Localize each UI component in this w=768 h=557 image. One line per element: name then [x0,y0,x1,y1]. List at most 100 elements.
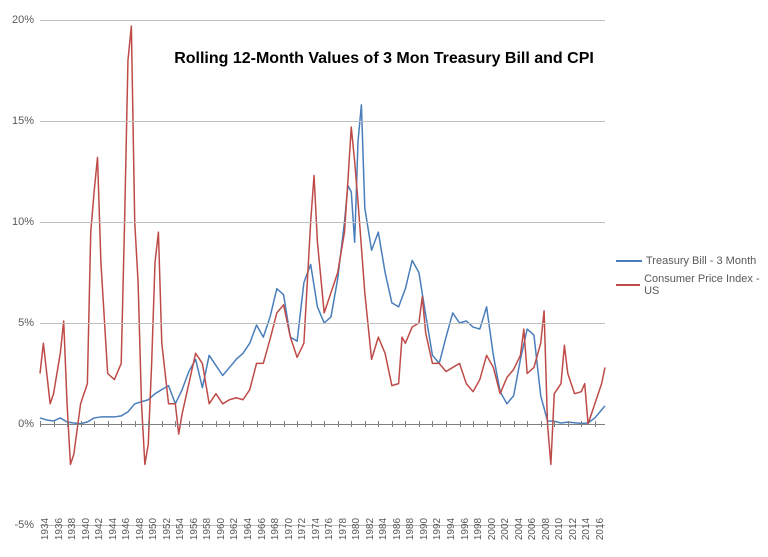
x-tick [67,421,68,427]
x-tick [229,421,230,427]
x-tick [392,421,393,427]
x-tick [108,421,109,427]
x-tick-label: 1936 [54,518,65,540]
x-tick [568,421,569,427]
y-tick-label: 15% [12,115,34,127]
x-tick [446,421,447,427]
x-tick [473,421,474,427]
x-tick-label: 2004 [514,518,525,540]
x-tick [514,421,515,427]
legend-item: Treasury Bill - 3 Month [616,255,768,267]
x-tick [432,421,433,427]
x-tick [81,421,82,427]
x-tick-label: 1950 [148,518,159,540]
x-tick-label: 1998 [473,518,484,540]
legend: Treasury Bill - 3 Month Consumer Price In… [616,255,768,297]
x-tick [365,421,366,427]
x-tick-label: 1958 [202,518,213,540]
x-tick-label: 1976 [324,518,335,540]
x-tick-label: 1960 [216,518,227,540]
x-tick [311,421,312,427]
x-tick-label: 1938 [67,518,78,540]
x-tick-label: 1994 [446,518,457,540]
x-tick [189,421,190,427]
x-tick-label: 2000 [487,518,498,540]
chart-container: Rolling 12-Month Values of 3 Mon Treasur… [0,0,768,557]
gridline [40,20,605,21]
x-tick-label: 1990 [419,518,430,540]
x-tick-label: 1944 [108,518,119,540]
gridline [40,222,605,223]
x-tick-label: 1966 [257,518,268,540]
x-tick [175,421,176,427]
x-tick-label: 2014 [581,518,592,540]
legend-label: Treasury Bill - 3 Month [646,255,756,267]
gridline [40,424,605,425]
x-tick [527,421,528,427]
x-tick [405,421,406,427]
y-tick-label: 10% [12,216,34,228]
x-tick-label: 2010 [554,518,565,540]
x-tick-label: 1988 [405,518,416,540]
x-tick-label: 1948 [135,518,146,540]
y-tick-label: 0% [18,418,34,430]
gridline [40,323,605,324]
x-tick [40,421,41,427]
y-tick-label: 5% [18,317,34,329]
y-tick-label: -5% [14,519,34,531]
x-tick-label: 2008 [541,518,552,540]
x-tick [216,421,217,427]
x-tick-label: 1974 [311,518,322,540]
x-tick [148,421,149,427]
x-tick-label: 1954 [175,518,186,540]
x-tick [581,421,582,427]
x-tick-label: 2006 [527,518,538,540]
x-tick [324,421,325,427]
x-tick-label: 1946 [121,518,132,540]
x-tick [121,421,122,427]
x-tick-label: 1982 [365,518,376,540]
x-tick [270,421,271,427]
x-tick [135,421,136,427]
x-tick-label: 1986 [392,518,403,540]
x-tick [378,421,379,427]
legend-item: Consumer Price Index - US [616,273,768,297]
legend-swatch [616,284,640,286]
y-tick-label: 20% [12,14,34,26]
x-tick-label: 1964 [243,518,254,540]
x-tick [460,421,461,427]
x-tick [297,421,298,427]
x-tick-label: 2012 [568,518,579,540]
x-tick [243,421,244,427]
x-tick-label: 1970 [284,518,295,540]
x-tick [554,421,555,427]
x-tick [284,421,285,427]
x-tick-label: 1962 [229,518,240,540]
x-tick-label: 1992 [432,518,443,540]
x-tick [338,421,339,427]
x-tick-label: 2016 [595,518,606,540]
x-tick-label: 1968 [270,518,281,540]
series-line [40,105,605,424]
x-tick [54,421,55,427]
x-tick-label: 1942 [94,518,105,540]
x-tick [500,421,501,427]
x-tick [257,421,258,427]
chart-svg [40,20,605,525]
x-tick-label: 1940 [81,518,92,540]
x-tick-label: 1978 [338,518,349,540]
legend-swatch [616,260,642,262]
x-tick [202,421,203,427]
x-tick [419,421,420,427]
x-tick-label: 1956 [189,518,200,540]
x-tick-label: 1980 [351,518,362,540]
x-tick-label: 1984 [378,518,389,540]
x-tick [351,421,352,427]
x-tick-label: 1934 [40,518,51,540]
x-tick-label: 1996 [460,518,471,540]
x-tick [595,421,596,427]
x-tick [487,421,488,427]
x-tick-label: 1972 [297,518,308,540]
series-line [40,26,605,464]
x-tick [541,421,542,427]
